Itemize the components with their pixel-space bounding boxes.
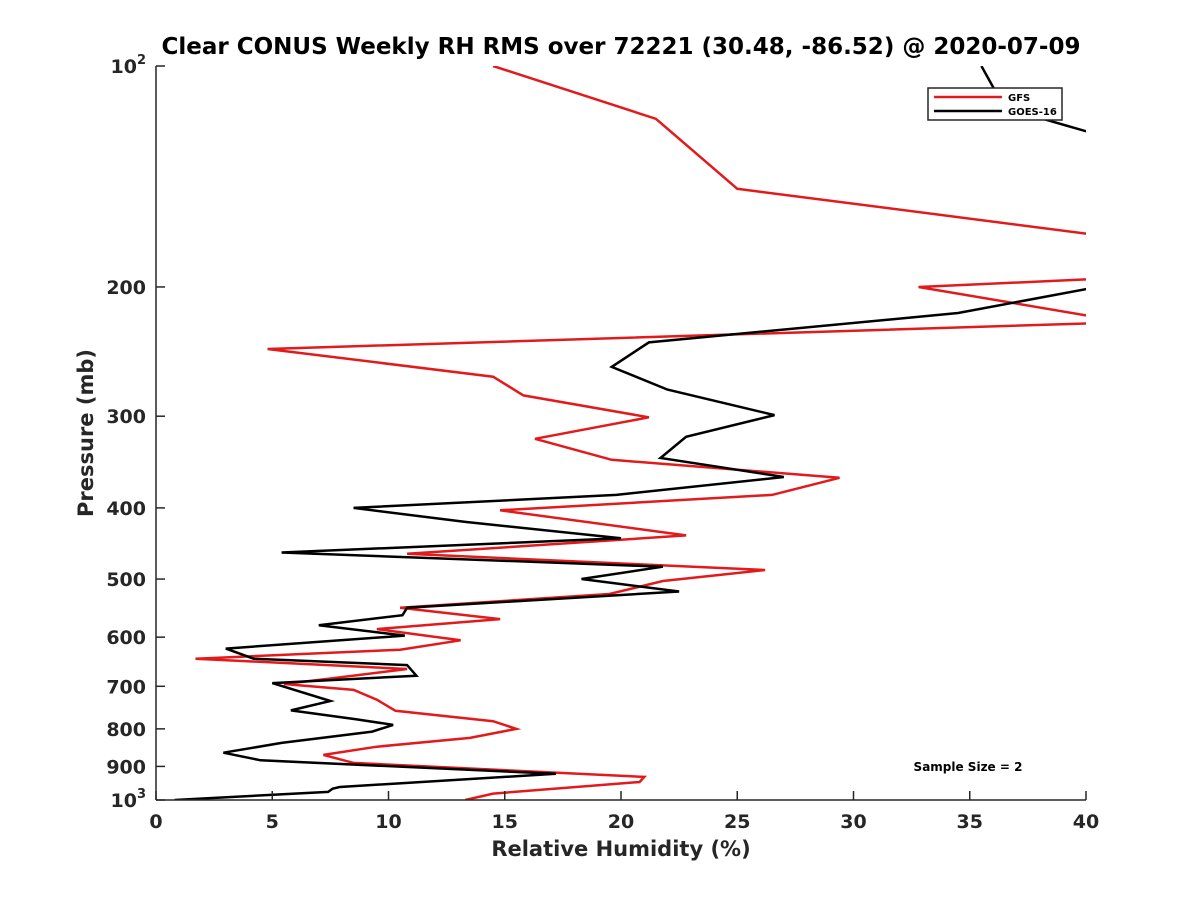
x-tick-label: 30 bbox=[840, 811, 866, 833]
y-tick-label: 700 bbox=[106, 676, 146, 698]
x-tick-label: 0 bbox=[149, 811, 162, 833]
legend: GFS GOES-16 bbox=[927, 87, 1063, 121]
y-ticks: 102 200 300 400 500 600 700 800 900 103 bbox=[106, 53, 165, 812]
y-tick-label: 800 bbox=[106, 719, 146, 741]
y-tick-label: 500 bbox=[106, 569, 146, 591]
x-tick-label: 5 bbox=[266, 811, 279, 833]
legend-label-goes-16: GOES-16 bbox=[1008, 107, 1057, 118]
x-tick-label: 10 bbox=[375, 811, 401, 833]
sample-size-annotation: Sample Size = 2 bbox=[914, 760, 1023, 774]
x-tick-label: 40 bbox=[1073, 811, 1099, 833]
x-axis-label: Relative Humidity (%) bbox=[491, 837, 750, 861]
y-tick-label: 103 bbox=[111, 787, 147, 812]
y-tick-label: 900 bbox=[106, 756, 146, 778]
x-tick-label: 20 bbox=[608, 811, 634, 833]
legend-box bbox=[927, 87, 1063, 121]
x-tick-label: 25 bbox=[724, 811, 750, 833]
y-tick-label: 400 bbox=[106, 498, 146, 520]
series-layer bbox=[174, 66, 1086, 800]
series-line-gfs bbox=[195, 278, 1086, 800]
legend-label-gfs: GFS bbox=[1008, 93, 1030, 104]
y-axis-label: Pressure (mb) bbox=[74, 349, 98, 517]
y-tick-label: 300 bbox=[106, 406, 146, 428]
chart-title: Clear CONUS Weekly RH RMS over 72221 (30… bbox=[162, 34, 1081, 60]
x-tick-label: 15 bbox=[492, 811, 518, 833]
x-ticks: 0 5 10 15 20 25 30 35 40 bbox=[149, 791, 1099, 833]
x-tick-label: 35 bbox=[957, 811, 983, 833]
y-tick-label: 102 bbox=[111, 53, 147, 78]
y-tick-label: 600 bbox=[106, 627, 146, 649]
series-line-gfs bbox=[492, 66, 1086, 235]
y-tick-label: 200 bbox=[106, 277, 146, 299]
series-line-goes-16 bbox=[174, 287, 1086, 800]
